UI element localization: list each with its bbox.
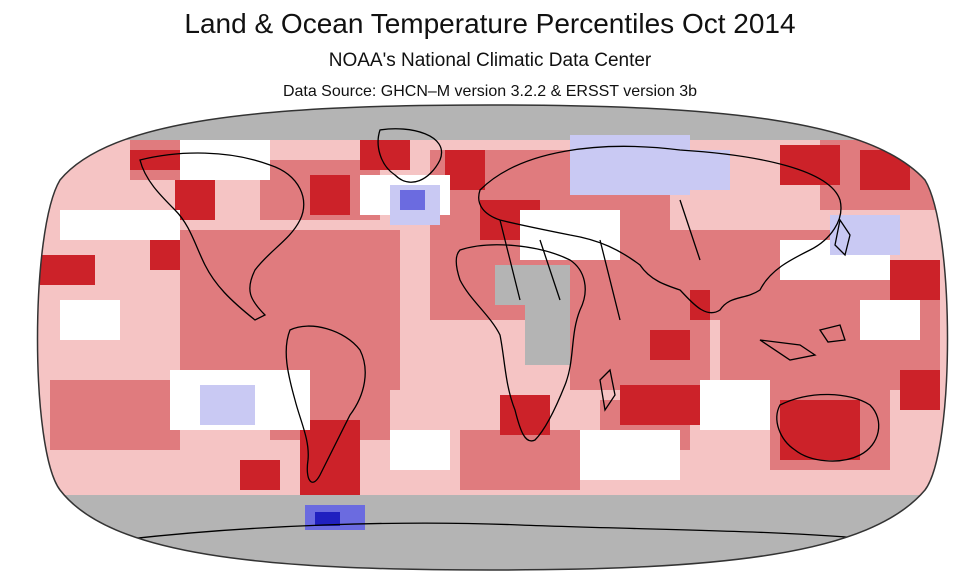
antarctic-no-data <box>37 495 948 570</box>
record-warmest-regions <box>40 140 940 500</box>
globe-outline <box>36 104 949 571</box>
data-source: Data Source: GHCN–M version 3.2.2 & ERSS… <box>282 83 698 100</box>
record-coldest-cell <box>315 512 340 526</box>
map-subtitle: NOAA's National Climatic Data Center <box>328 50 652 71</box>
coastlines <box>119 128 881 541</box>
africa-no-data <box>495 265 570 365</box>
arctic-no-data <box>37 105 948 140</box>
map-title: Land & Ocean Temperature Percentiles Oct… <box>184 8 796 39</box>
cooler-regions <box>200 135 900 425</box>
much-cooler-atlantic <box>400 190 425 210</box>
